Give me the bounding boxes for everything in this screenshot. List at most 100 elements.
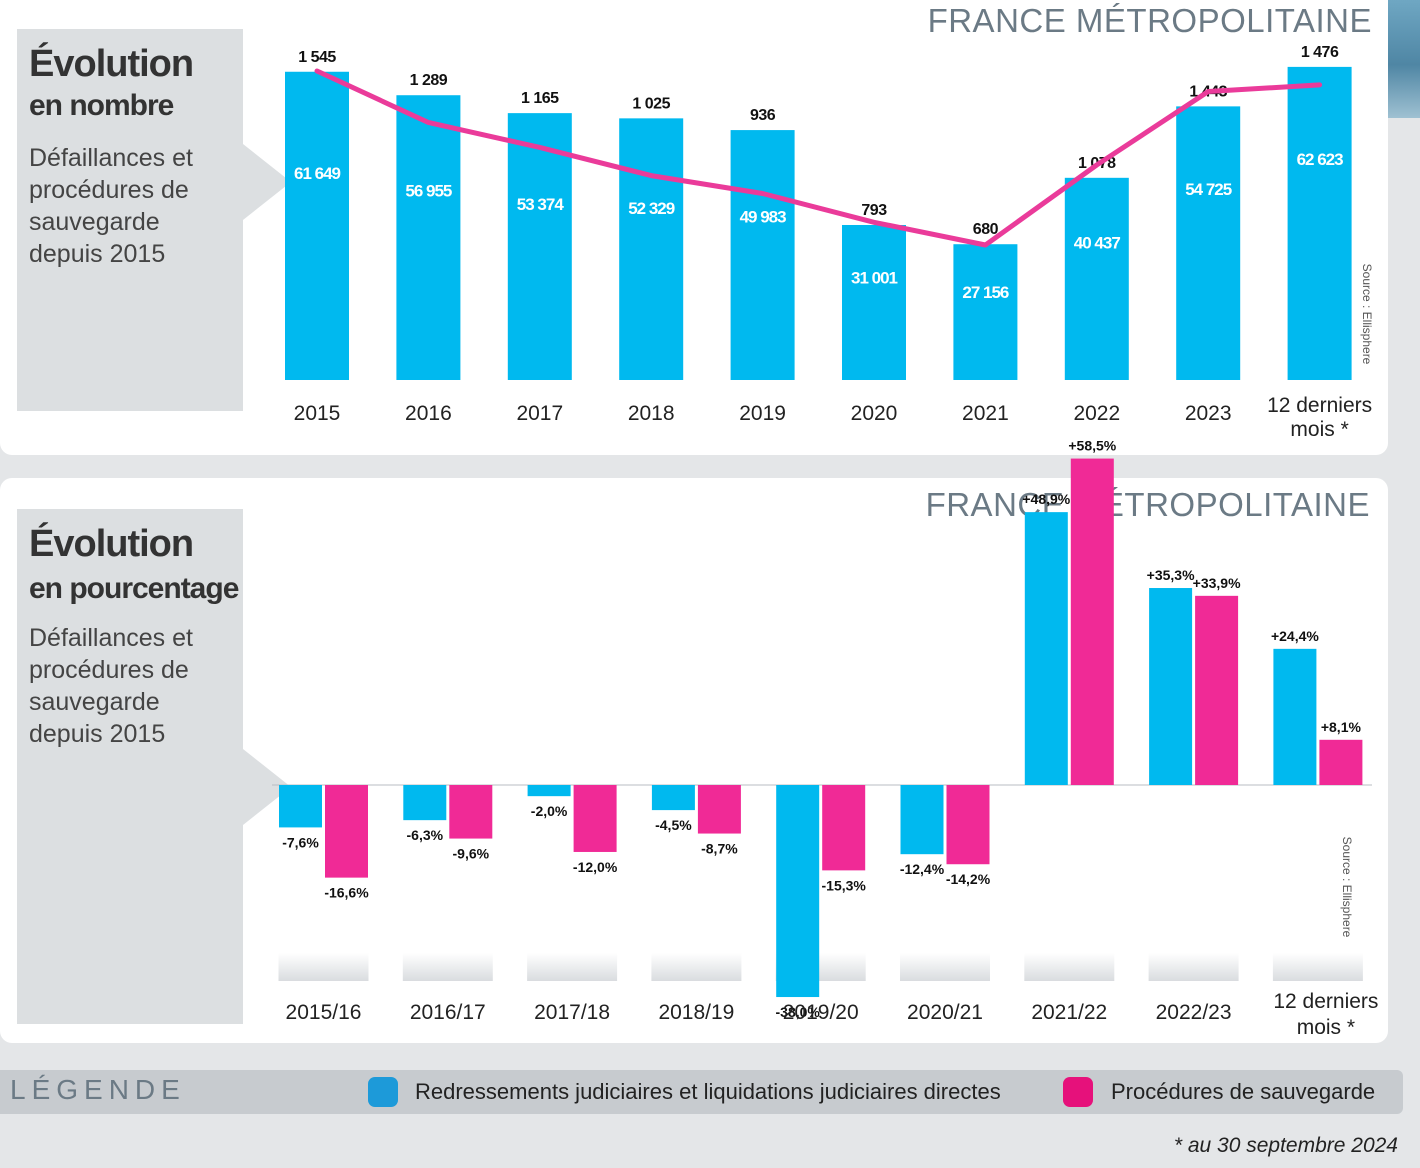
- bar-redressements: [1149, 588, 1193, 785]
- percent-title-line1: Évolution: [29, 523, 194, 565]
- line-value-label: 680: [973, 221, 999, 238]
- group-shadow: [402, 953, 493, 981]
- bar-sauvegarde: [1070, 458, 1114, 785]
- bar-value-label: +33,9%: [1193, 575, 1241, 591]
- decorative-photo-strip: [1388, 0, 1420, 118]
- percent-description: Défaillances et procédures de sauvegarde…: [29, 624, 193, 748]
- percent-region-label: FRANCE MÉTROPOLITAINE: [925, 486, 1370, 523]
- x-tick-label: 2017/18: [534, 1001, 610, 1024]
- x-tick-label: 2017: [516, 402, 563, 425]
- x-tick-label: 2018/19: [658, 1001, 734, 1024]
- bar-sauvegarde: [822, 785, 866, 871]
- group-shadow: [1148, 953, 1239, 981]
- bar-value-label: 27 156: [962, 283, 1009, 302]
- line-value-label: 1 165: [521, 90, 559, 107]
- bar-redressements: [900, 785, 944, 855]
- bar-value-label: 31 001: [851, 269, 898, 288]
- bar-value-label: -16,6%: [324, 885, 369, 901]
- line-value-label: 793: [861, 202, 887, 219]
- bar-value-label: -15,3%: [822, 877, 867, 893]
- count-chart: 61 649 1 545 56 955 1 289 53 374 1 165 52 329 1…: [285, 44, 1374, 441]
- bar-value-label: +58,5%: [1068, 438, 1116, 454]
- x-tick-label: 2015: [294, 402, 341, 425]
- x-tick-label: 2022/23: [1156, 1001, 1232, 1024]
- group-shadow: [900, 953, 990, 981]
- bar-value-label: 49 983: [740, 208, 787, 227]
- x-tick-label: 12 derniers: [1267, 394, 1372, 417]
- x-tick-label: 2015/16: [286, 1001, 362, 1024]
- bar-value-label: +35,3%: [1147, 567, 1195, 583]
- x-tick-label: 2019/20: [783, 1001, 859, 1024]
- x-tick-label: 2019: [739, 402, 786, 425]
- bar-value-label: 56 955: [405, 181, 452, 200]
- x-tick-label: 2018: [628, 402, 675, 425]
- bar-value-label: -4,5%: [655, 817, 692, 833]
- bar-redressements: [507, 113, 572, 380]
- bar-redressements: [842, 224, 906, 380]
- bar-sauvegarde: [1195, 595, 1239, 785]
- legend-title: LÉGENDE: [10, 1074, 186, 1105]
- x-tick-label: 12 derniers: [1273, 990, 1378, 1013]
- bar-value-label: -8,7%: [701, 841, 738, 857]
- bar-redressements: [403, 785, 447, 821]
- x-tick-label: 2016/17: [410, 1001, 486, 1024]
- line-value-label: 1 289: [410, 72, 448, 89]
- x-tick-label: 2020: [851, 402, 898, 425]
- group-shadow: [278, 953, 369, 981]
- bar-value-label: -12,4%: [900, 861, 945, 877]
- bar-value-label: -2,0%: [531, 803, 568, 819]
- bar-redressements: [527, 785, 571, 797]
- bar-redressements: [1287, 66, 1352, 380]
- bar-redressements: [279, 785, 322, 828]
- bar-value-label: 53 374: [517, 195, 565, 214]
- panel-pointer: [243, 144, 291, 220]
- bar-value-label: -9,6%: [453, 846, 490, 862]
- line-value-label: 1 476: [1301, 44, 1339, 61]
- legend-swatch-pink: [1063, 1077, 1093, 1107]
- bar-redressements: [651, 785, 695, 811]
- x-tick-label: mois *: [1297, 1016, 1355, 1039]
- x-tick-label: 2016: [405, 402, 452, 425]
- x-tick-label: 2022: [1073, 402, 1120, 425]
- source-label: Source : Ellisphere: [1340, 837, 1354, 938]
- count-title-line1: Évolution: [29, 43, 194, 85]
- bar-redressements: [1176, 106, 1241, 380]
- line-sauvegarde: [314, 68, 1323, 248]
- bar-value-label: 40 437: [1074, 233, 1121, 252]
- bar-redressements: [285, 71, 349, 380]
- bar-value-label: 61 649: [294, 164, 341, 183]
- legend-bar: LÉGENDE Redressements judiciaires et liq…: [0, 1070, 1403, 1114]
- line-value-label: 936: [750, 107, 776, 124]
- bar-redressements: [396, 95, 461, 380]
- bar-redressements: [730, 130, 795, 380]
- group-shadow: [527, 953, 618, 981]
- footnote: * au 30 septembre 2024: [1173, 1134, 1398, 1157]
- bar-value-label: 62 623: [1297, 150, 1344, 169]
- bar-value-label: +8,1%: [1321, 719, 1362, 735]
- x-tick-label: 2021: [962, 402, 1009, 425]
- line-value-label: 1 545: [298, 49, 336, 66]
- count-title-panel: Évolution en nombre Défaillances et proc…: [17, 29, 291, 411]
- percent-chart: -7,6% -16,6% 2015/16 -6,3% -9,6% 2016/17 -2,0%…: [272, 438, 1378, 1039]
- group-shadow: [1272, 953, 1363, 981]
- bar-sauvegarde: [573, 785, 617, 852]
- bar-sauvegarde: [325, 785, 368, 878]
- source-label: Source : Ellisphere: [1360, 264, 1374, 365]
- x-tick-label: 2021/22: [1031, 1001, 1107, 1024]
- bar-value-label: -7,6%: [282, 834, 319, 850]
- bar-redressements: [1273, 648, 1317, 785]
- bar-value-label: -14,2%: [946, 871, 991, 887]
- bar-redressements: [619, 118, 684, 380]
- bar-value-label: -6,3%: [407, 827, 444, 843]
- bar-value-label: 52 329: [628, 199, 675, 218]
- count-region-label: FRANCE MÉTROPOLITAINE: [927, 2, 1372, 39]
- bar-redressements: [1064, 177, 1129, 380]
- bar-value-label: 54 725: [1185, 180, 1232, 199]
- bar-sauvegarde: [946, 785, 990, 865]
- bar-value-label: +48,9%: [1022, 491, 1070, 507]
- bar-sauvegarde: [1319, 739, 1363, 785]
- bar-redressements: [1024, 512, 1068, 785]
- bar-value-label: +24,4%: [1271, 628, 1319, 644]
- bar-sauvegarde: [697, 785, 741, 834]
- bar-value-label: -38,0%: [776, 1004, 821, 1020]
